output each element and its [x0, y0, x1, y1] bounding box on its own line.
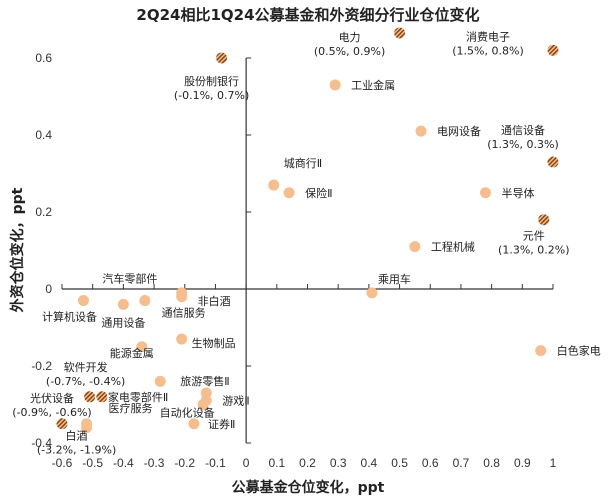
x-tick-label: 0.5: [391, 456, 408, 470]
point-value-note: (1.3%, 0.2%): [498, 244, 569, 257]
x-tick-label: -0.2: [174, 456, 195, 470]
point-label: 工业金属: [351, 78, 395, 92]
point-label: 自动化设备: [160, 406, 215, 420]
point-label: 通信服务: [162, 307, 206, 320]
outlier-point: [56, 418, 68, 430]
y-tick-label: 0.6: [35, 51, 52, 65]
data-point: [535, 345, 547, 357]
x-axis-label: 公募基金仓位变化，ppt: [232, 479, 385, 496]
chart-title: 2Q24相比1Q24公募基金和外资细分行业仓位变化: [136, 6, 479, 24]
point-label: 能源金属: [110, 346, 154, 360]
point-label: 计算机设备: [42, 310, 97, 324]
point-label: 家电零部件Ⅱ: [108, 390, 168, 404]
outlier-point: [394, 27, 406, 39]
x-tick-label: 0.3: [330, 456, 347, 470]
point-label: 白酒: [66, 429, 88, 443]
data-point: [200, 387, 212, 399]
y-tick-label: -0.4: [31, 436, 52, 450]
axes: -0.6 -0.5 -0.4 -0.3 -0.2 -0.1 0 0.1 0.2 0.3 0.4 0.5…: [31, 51, 556, 470]
x-tick-label: 0.9: [514, 456, 531, 470]
point-label: 元件: [523, 230, 545, 243]
x-tick-label: -0.3: [144, 456, 165, 470]
x-tick-label: 0.4: [361, 456, 378, 470]
data-point: [176, 291, 188, 303]
point-label: 保险Ⅱ: [305, 186, 332, 200]
outlier-point: [538, 214, 550, 226]
point-value-note: (1.5%, 0.8%): [452, 44, 523, 57]
point-label: 通用设备: [101, 315, 145, 329]
point-label: 游戏Ⅱ: [222, 395, 249, 408]
data-point: [188, 418, 200, 430]
data-point: [479, 187, 491, 199]
point-label: 软件开发: [64, 360, 108, 374]
y-axis-label: 外资仓位变化，ppt: [9, 187, 26, 312]
x-tick-label: -0.1: [205, 456, 226, 470]
point-label: 生物制品: [192, 336, 236, 350]
x-tick-label: -0.4: [113, 456, 134, 470]
data-point: [366, 287, 378, 299]
x-tick-label: 0: [243, 456, 250, 470]
point-value-note: (-0.7%, -0.4%): [46, 375, 125, 388]
x-tick-label: 0.8: [483, 456, 500, 470]
point-label: 乘用车: [378, 272, 411, 286]
data-point: [136, 341, 148, 353]
point-label: 消费电子: [466, 29, 510, 43]
data-point: [154, 375, 166, 387]
point-label: 白色家电: [557, 344, 601, 358]
point-label: 半导体: [501, 186, 534, 200]
point-value-note: (0.5%, 0.9%): [314, 45, 385, 58]
point-label: 电网设备: [437, 124, 481, 138]
y-tick-label: 0.2: [35, 205, 52, 219]
point-label: 城商行Ⅱ: [284, 156, 322, 170]
y-tick-label: 0.4: [35, 128, 52, 142]
x-tick-label: -0.5: [82, 456, 103, 470]
point-label: 光伏设备: [30, 391, 74, 405]
data-point: [283, 187, 295, 199]
point-label: 通信设备: [501, 123, 545, 137]
point-label: 汽车零部件: [102, 272, 157, 286]
marks: 股份制银行(-0.1%, 0.7%) 电力(0.5%, 0.9%) 消费电子(1.5…: [12, 27, 601, 457]
x-tick-label: 0.6: [422, 456, 439, 470]
point-value-note: (-0.1%, 0.7%): [174, 89, 249, 102]
x-tick-label: 0.7: [453, 456, 470, 470]
data-point: [77, 295, 89, 307]
data-point: [81, 422, 93, 434]
outlier-point: [96, 391, 108, 403]
data-point: [176, 333, 188, 345]
point-label: 电力: [339, 31, 361, 44]
x-tick-label: -0.6: [52, 456, 73, 470]
outlier-point: [547, 156, 559, 168]
point-label: 非白酒: [198, 294, 231, 308]
point-label: 医疗服务: [109, 401, 153, 415]
x-tick-label: 1: [550, 456, 557, 470]
data-point: [409, 241, 421, 253]
y-tick-label: 0: [45, 282, 52, 296]
data-point: [139, 295, 151, 307]
outlier-point: [547, 44, 559, 56]
data-point: [197, 399, 209, 410]
y-tick-label: -0.2: [31, 359, 52, 373]
outlier-point: [216, 52, 228, 64]
point-value-note: (-3.2%, -1.9%): [37, 444, 116, 457]
data-point: [329, 79, 341, 91]
data-point: [268, 179, 280, 191]
point-value-note: (-0.9%, -0.6%): [12, 406, 91, 419]
x-tick-label: 0.2: [299, 456, 316, 470]
point-label: 工程机械: [431, 240, 475, 254]
data-point: [415, 125, 427, 137]
point-label: 旅游零售Ⅱ: [180, 374, 229, 388]
point-value-note: (1.3%, 0.3%): [487, 138, 558, 151]
outlier-point: [84, 391, 96, 403]
point-label: 股份制银行: [184, 74, 239, 88]
point-label: 证券Ⅱ: [208, 417, 235, 431]
data-point: [117, 298, 129, 310]
x-tick-label: 0.1: [268, 456, 285, 470]
